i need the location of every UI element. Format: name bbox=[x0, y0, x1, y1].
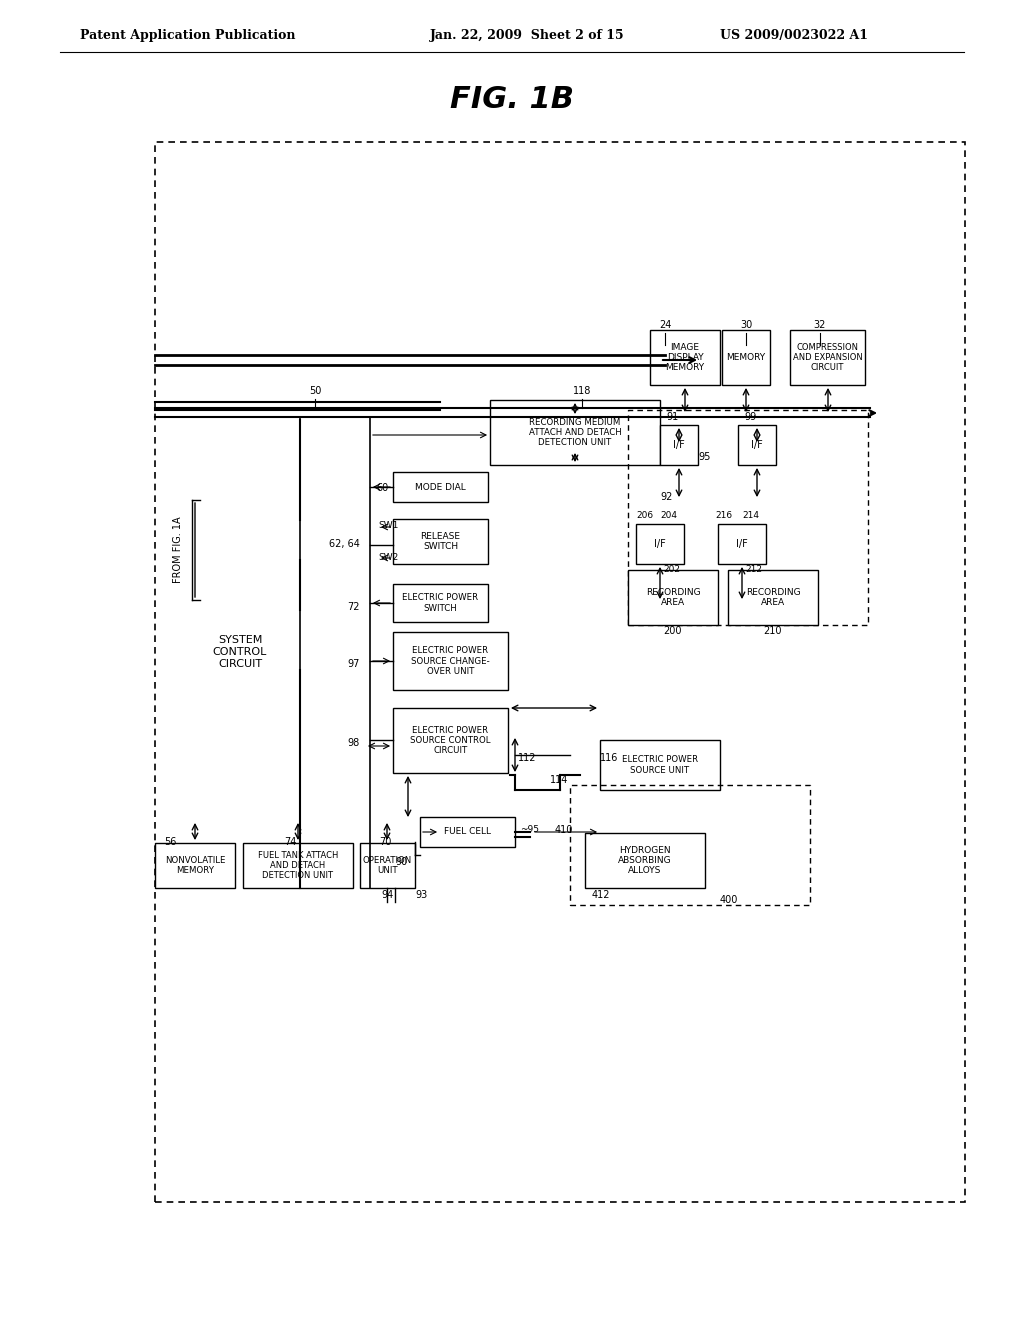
Text: 56: 56 bbox=[164, 837, 176, 847]
Text: 214: 214 bbox=[742, 511, 759, 520]
FancyBboxPatch shape bbox=[718, 524, 766, 564]
Text: FROM FIG. 1A: FROM FIG. 1A bbox=[173, 516, 183, 583]
FancyBboxPatch shape bbox=[585, 833, 705, 888]
FancyBboxPatch shape bbox=[490, 400, 660, 465]
Text: OPERATION
UNIT: OPERATION UNIT bbox=[362, 855, 412, 875]
Text: 30: 30 bbox=[740, 319, 752, 330]
Text: I/F: I/F bbox=[736, 539, 748, 549]
FancyBboxPatch shape bbox=[420, 817, 515, 847]
Text: 93: 93 bbox=[415, 890, 427, 900]
Text: NONVOLATILE
MEMORY: NONVOLATILE MEMORY bbox=[165, 855, 225, 875]
Text: Jan. 22, 2009  Sheet 2 of 15: Jan. 22, 2009 Sheet 2 of 15 bbox=[430, 29, 625, 41]
Text: ~95: ~95 bbox=[520, 825, 539, 834]
Text: ELECTRIC POWER
SWITCH: ELECTRIC POWER SWITCH bbox=[402, 593, 478, 612]
Text: 97: 97 bbox=[347, 659, 360, 669]
Text: 95: 95 bbox=[698, 451, 712, 462]
Text: 206: 206 bbox=[636, 511, 653, 520]
Text: 412: 412 bbox=[592, 890, 610, 900]
Text: I/F: I/F bbox=[673, 440, 685, 450]
FancyBboxPatch shape bbox=[393, 473, 488, 502]
FancyBboxPatch shape bbox=[360, 843, 415, 888]
Text: ELECTRIC POWER
SOURCE CHANGE-
OVER UNIT: ELECTRIC POWER SOURCE CHANGE- OVER UNIT bbox=[411, 645, 489, 676]
Text: 62, 64: 62, 64 bbox=[329, 539, 360, 549]
Text: 202: 202 bbox=[663, 565, 680, 574]
Text: 210: 210 bbox=[764, 626, 782, 636]
Text: 204: 204 bbox=[660, 511, 677, 520]
Text: 72: 72 bbox=[347, 602, 360, 612]
Text: 112: 112 bbox=[518, 752, 537, 763]
FancyBboxPatch shape bbox=[600, 741, 720, 789]
Text: RELEASE
SWITCH: RELEASE SWITCH bbox=[421, 532, 461, 552]
Text: I/F: I/F bbox=[654, 539, 666, 549]
Text: SYSTEM
CONTROL
CIRCUIT: SYSTEM CONTROL CIRCUIT bbox=[213, 635, 267, 669]
Text: 32: 32 bbox=[814, 319, 826, 330]
Text: 74: 74 bbox=[284, 837, 296, 847]
Text: I/F: I/F bbox=[752, 440, 763, 450]
Text: 50: 50 bbox=[309, 385, 322, 396]
Text: SW2: SW2 bbox=[378, 553, 398, 562]
Text: 216: 216 bbox=[715, 511, 732, 520]
Text: Patent Application Publication: Patent Application Publication bbox=[80, 29, 296, 41]
FancyBboxPatch shape bbox=[722, 330, 770, 385]
FancyBboxPatch shape bbox=[243, 843, 353, 888]
Text: RECORDING
AREA: RECORDING AREA bbox=[745, 587, 801, 607]
Text: 91: 91 bbox=[666, 412, 678, 422]
Text: IMAGE
DISPLAY
MEMORY: IMAGE DISPLAY MEMORY bbox=[666, 343, 705, 372]
Text: 92: 92 bbox=[660, 492, 673, 502]
Text: ELECTRIC POWER
SOURCE UNIT: ELECTRIC POWER SOURCE UNIT bbox=[622, 755, 698, 775]
Text: US 2009/0023022 A1: US 2009/0023022 A1 bbox=[720, 29, 868, 41]
Text: 98: 98 bbox=[348, 738, 360, 748]
Text: 212: 212 bbox=[745, 565, 762, 574]
Text: FIG. 1B: FIG. 1B bbox=[450, 86, 574, 115]
Text: 118: 118 bbox=[572, 385, 591, 396]
Text: ELECTRIC POWER
SOURCE CONTROL
CIRCUIT: ELECTRIC POWER SOURCE CONTROL CIRCUIT bbox=[411, 726, 490, 755]
Text: 200: 200 bbox=[664, 626, 682, 636]
Text: 400: 400 bbox=[720, 895, 738, 906]
FancyBboxPatch shape bbox=[728, 570, 818, 624]
FancyBboxPatch shape bbox=[393, 632, 508, 690]
FancyBboxPatch shape bbox=[393, 583, 488, 622]
Text: COMPRESSION
AND EXPANSION
CIRCUIT: COMPRESSION AND EXPANSION CIRCUIT bbox=[793, 343, 862, 372]
FancyBboxPatch shape bbox=[393, 708, 508, 774]
Text: RECORDING
AREA: RECORDING AREA bbox=[646, 587, 700, 607]
Text: SW1: SW1 bbox=[378, 521, 398, 531]
FancyBboxPatch shape bbox=[650, 330, 720, 385]
Text: RECORDING MEDIUM
ATTACH AND DETACH
DETECTION UNIT: RECORDING MEDIUM ATTACH AND DETACH DETEC… bbox=[528, 417, 622, 447]
Text: 70: 70 bbox=[379, 837, 391, 847]
Text: 24: 24 bbox=[658, 319, 671, 330]
FancyBboxPatch shape bbox=[155, 843, 234, 888]
FancyBboxPatch shape bbox=[393, 519, 488, 564]
FancyBboxPatch shape bbox=[790, 330, 865, 385]
FancyBboxPatch shape bbox=[636, 524, 684, 564]
FancyBboxPatch shape bbox=[628, 570, 718, 624]
Text: 114: 114 bbox=[550, 775, 568, 785]
Text: MEMORY: MEMORY bbox=[726, 352, 766, 362]
Text: MODE DIAL: MODE DIAL bbox=[415, 483, 466, 491]
Text: 60: 60 bbox=[377, 483, 389, 492]
Text: 94: 94 bbox=[382, 890, 394, 900]
Text: HYDROGEN
ABSORBING
ALLOYS: HYDROGEN ABSORBING ALLOYS bbox=[618, 846, 672, 875]
Text: 99: 99 bbox=[744, 412, 757, 422]
Text: 90: 90 bbox=[395, 857, 408, 867]
Text: FUEL TANK ATTACH
AND DETACH
DETECTION UNIT: FUEL TANK ATTACH AND DETACH DETECTION UN… bbox=[258, 850, 338, 880]
FancyBboxPatch shape bbox=[738, 425, 776, 465]
Text: 410: 410 bbox=[555, 825, 573, 836]
Text: FUEL CELL: FUEL CELL bbox=[444, 828, 490, 837]
FancyBboxPatch shape bbox=[660, 425, 698, 465]
Text: 116: 116 bbox=[600, 752, 618, 763]
